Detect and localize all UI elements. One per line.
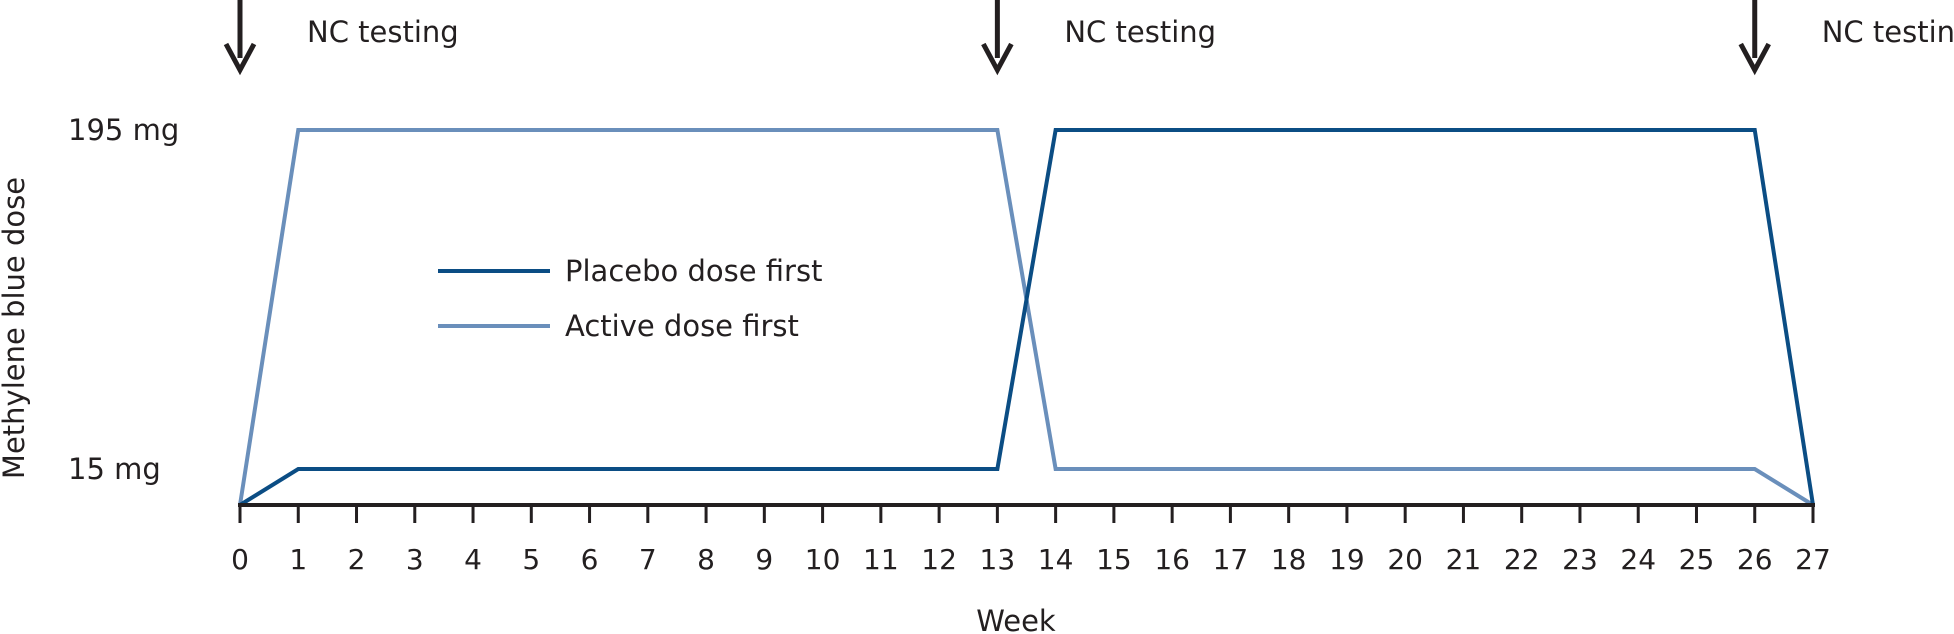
x-tick-label: 26 bbox=[1737, 543, 1773, 576]
x-tick-label: 9 bbox=[755, 543, 773, 576]
nc-testing-label: NC testing bbox=[307, 15, 459, 49]
x-tick-label: 21 bbox=[1446, 543, 1482, 576]
nc-testing-label: NC testing bbox=[1822, 15, 1954, 49]
x-tick-label: 27 bbox=[1795, 543, 1831, 576]
x-tick-label: 16 bbox=[1154, 543, 1190, 576]
y-dose-label: 195 mg bbox=[68, 113, 179, 147]
x-tick-label: 8 bbox=[697, 543, 715, 576]
x-tick-label: 13 bbox=[980, 543, 1016, 576]
x-tick-label: 10 bbox=[805, 543, 841, 576]
y-labels: 195 mg 15 mg bbox=[68, 113, 179, 486]
legend-label-active: Active dose first bbox=[565, 309, 799, 343]
x-tick-label: 5 bbox=[522, 543, 540, 576]
y-axis-title: Methylene blue dose bbox=[0, 177, 31, 479]
x-tick-label: 14 bbox=[1038, 543, 1074, 576]
x-tick-label: 2 bbox=[348, 543, 366, 576]
series-layer bbox=[238, 128, 1815, 507]
x-tick-label: 6 bbox=[581, 543, 599, 576]
x-tick-label: 0 bbox=[231, 543, 249, 576]
x-tick-label: 25 bbox=[1679, 543, 1715, 576]
down-arrow-icon bbox=[1738, 42, 1771, 76]
x-tick-label: 24 bbox=[1620, 543, 1656, 576]
x-axis-title: Week bbox=[976, 604, 1056, 634]
x-tick-label: 20 bbox=[1387, 543, 1423, 576]
down-arrow-icon bbox=[223, 42, 257, 76]
x-tick-label: 7 bbox=[639, 543, 657, 576]
x-tick-label: 3 bbox=[406, 543, 424, 576]
x-tick-label: 19 bbox=[1329, 543, 1365, 576]
x-tick-label: 23 bbox=[1562, 543, 1598, 576]
annotations-layer: NC testing NC testing NC testing bbox=[223, 0, 1954, 76]
x-tick-label: 17 bbox=[1213, 543, 1249, 576]
x-tick-label: 22 bbox=[1504, 543, 1540, 576]
x-tick-label: 11 bbox=[863, 543, 899, 576]
x-tick-label: 15 bbox=[1096, 543, 1132, 576]
down-arrow-icon bbox=[981, 42, 1014, 76]
series-line-active bbox=[238, 128, 1815, 507]
x-tick-label: 1 bbox=[289, 543, 307, 576]
legend: Placebo dose first Active dose first bbox=[438, 254, 822, 343]
x-tick-label: 4 bbox=[464, 543, 482, 576]
series-line-placebo bbox=[238, 128, 1815, 507]
y-dose-label: 15 mg bbox=[68, 452, 161, 486]
x-tick-label: 18 bbox=[1271, 543, 1307, 576]
x-tick-label: 12 bbox=[921, 543, 957, 576]
nc-testing-label: NC testing bbox=[1064, 15, 1216, 49]
legend-label-placebo: Placebo dose first bbox=[565, 254, 822, 288]
x-ticks: 0 1 2 3 4 5 6 7 8 9 10 11 12 13 14 15 16 17 18 19 20 21 22 23 24… bbox=[231, 505, 1831, 576]
